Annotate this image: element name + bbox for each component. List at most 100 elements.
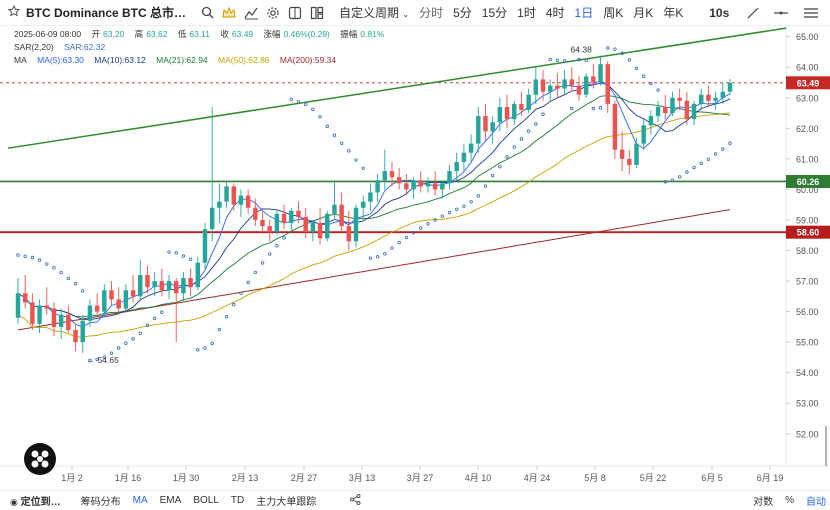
candle-body bbox=[389, 171, 395, 178]
candle-body bbox=[80, 320, 85, 343]
candle-body bbox=[368, 192, 373, 202]
locate-button[interactable]: ◉ 定位到… bbox=[0, 493, 67, 508]
candle-body bbox=[483, 116, 488, 132]
interval-1h[interactable]: 1时 bbox=[517, 6, 536, 20]
floating-grid-button[interactable] bbox=[24, 443, 56, 475]
candle-body bbox=[454, 161, 459, 172]
interval-timeline[interactable]: 分时 bbox=[419, 6, 444, 20]
legend-open-key: 开 bbox=[91, 29, 101, 39]
candle-body bbox=[130, 290, 136, 297]
candle-body bbox=[411, 180, 416, 190]
candle-body bbox=[238, 195, 244, 205]
candle-body bbox=[519, 103, 524, 110]
sar-dot bbox=[598, 106, 603, 110]
sar-dot bbox=[332, 133, 337, 137]
auto-scale-toggle[interactable]: 自动 bbox=[806, 497, 826, 508]
interval-week[interactable]: 周K bbox=[603, 6, 624, 20]
sar-dot bbox=[30, 255, 35, 260]
sar-dot bbox=[375, 255, 380, 259]
y-tick-label: 52.00 bbox=[796, 429, 819, 439]
interval-15m[interactable]: 15分 bbox=[481, 6, 508, 20]
candle-body bbox=[44, 305, 49, 309]
interval-5m[interactable]: 5分 bbox=[453, 6, 472, 20]
candle-body bbox=[476, 116, 481, 144]
candle-body bbox=[591, 76, 596, 83]
boll-toggle[interactable]: BOLL bbox=[193, 495, 219, 506]
log-scale-toggle[interactable]: 对数 bbox=[753, 497, 774, 508]
sar-dot bbox=[282, 236, 286, 240]
td-toggle[interactable]: TD bbox=[230, 495, 245, 506]
candle-body bbox=[73, 329, 78, 343]
candle-body bbox=[461, 152, 467, 162]
chip-distribution-button[interactable]: 筹码分布 bbox=[80, 497, 121, 508]
candle-body bbox=[598, 64, 603, 83]
ma50-line bbox=[17, 112, 731, 338]
percent-scale-toggle[interactable]: % bbox=[785, 495, 794, 506]
sar-dot bbox=[210, 341, 214, 346]
sar-dot bbox=[59, 270, 63, 275]
candle-body bbox=[332, 204, 337, 214]
price-chart[interactable]: 65.00 64.00 63.00 62.00 61.00 60.00 59.00 58.00… bbox=[0, 26, 830, 490]
x-tick-label: 4月 10 bbox=[465, 473, 492, 483]
settings-gear-icon[interactable] bbox=[262, 2, 284, 24]
big-order-tracking-toggle[interactable]: 主力大单跟踪 bbox=[256, 497, 317, 508]
candle-body bbox=[109, 290, 114, 300]
ma10-line bbox=[17, 82, 731, 321]
candle-body bbox=[245, 195, 251, 208]
sar-dot bbox=[620, 51, 624, 55]
candle-body bbox=[706, 94, 711, 101]
sar-dot bbox=[728, 141, 732, 145]
custom-period-dropdown[interactable]: 自定义周期 ⌄ bbox=[334, 4, 414, 21]
candle-body bbox=[663, 106, 668, 114]
interval-month[interactable]: 月K bbox=[633, 6, 654, 20]
candle-body bbox=[504, 106, 510, 120]
sar-value: SAR:62.32 bbox=[64, 42, 106, 52]
candle-body bbox=[720, 91, 726, 98]
symbol-title[interactable]: BTC Dominance BTC 总市… bbox=[26, 6, 187, 20]
crown-indicator-icon[interactable] bbox=[218, 2, 240, 24]
share-icon[interactable] bbox=[344, 493, 367, 508]
sar-dot bbox=[45, 262, 49, 266]
sar-dot bbox=[124, 341, 128, 345]
horizontal-line-icon[interactable] bbox=[770, 2, 792, 24]
compare-icon[interactable] bbox=[284, 2, 306, 24]
ma-toggle[interactable]: MA bbox=[132, 495, 148, 506]
sar-dot bbox=[95, 357, 99, 362]
candle-body bbox=[289, 210, 294, 224]
sar-dot bbox=[649, 81, 653, 86]
candle-body bbox=[468, 143, 474, 153]
candle-body bbox=[404, 183, 409, 190]
interval-year[interactable]: 年K bbox=[663, 6, 684, 20]
sar-dot bbox=[498, 164, 502, 169]
sar-label[interactable]: SAR(2,20) bbox=[14, 42, 54, 52]
candle-body bbox=[58, 314, 64, 327]
favorite-star-icon[interactable] bbox=[7, 4, 21, 20]
sar-dot bbox=[361, 166, 365, 171]
interval-1d[interactable]: 1日 bbox=[574, 6, 594, 20]
chart-type-icon[interactable] bbox=[240, 2, 262, 24]
candle-body bbox=[490, 122, 495, 132]
sar-dot bbox=[426, 222, 430, 226]
legend-high-key: 高 bbox=[134, 29, 144, 39]
chart-canvas[interactable]: 65.00 64.00 63.00 62.00 61.00 60.00 59.00 58.00… bbox=[0, 26, 830, 490]
layout-icon[interactable] bbox=[306, 2, 328, 24]
sar-dot bbox=[584, 58, 588, 62]
x-tick-label: 4月 24 bbox=[524, 473, 551, 483]
sar-dot bbox=[109, 351, 114, 355]
search-icon[interactable] bbox=[196, 2, 218, 24]
sar-dot bbox=[253, 270, 258, 275]
x-tick-label: 6月 5 bbox=[701, 473, 723, 483]
menu-lines-icon[interactable] bbox=[800, 2, 822, 24]
draw-line-icon[interactable] bbox=[742, 2, 764, 24]
interval-4h[interactable]: 4时 bbox=[545, 6, 565, 20]
replay-speed[interactable]: 10s bbox=[709, 5, 730, 20]
sar-dot bbox=[476, 194, 480, 198]
candle-body bbox=[713, 97, 718, 101]
ma-label[interactable]: MA bbox=[14, 55, 27, 65]
ema-toggle[interactable]: EMA bbox=[159, 495, 182, 506]
sar-dot bbox=[203, 346, 207, 350]
candle-body bbox=[375, 180, 380, 193]
candle-body bbox=[699, 94, 704, 104]
sar-dot bbox=[52, 265, 56, 270]
sar-dot bbox=[469, 200, 473, 204]
